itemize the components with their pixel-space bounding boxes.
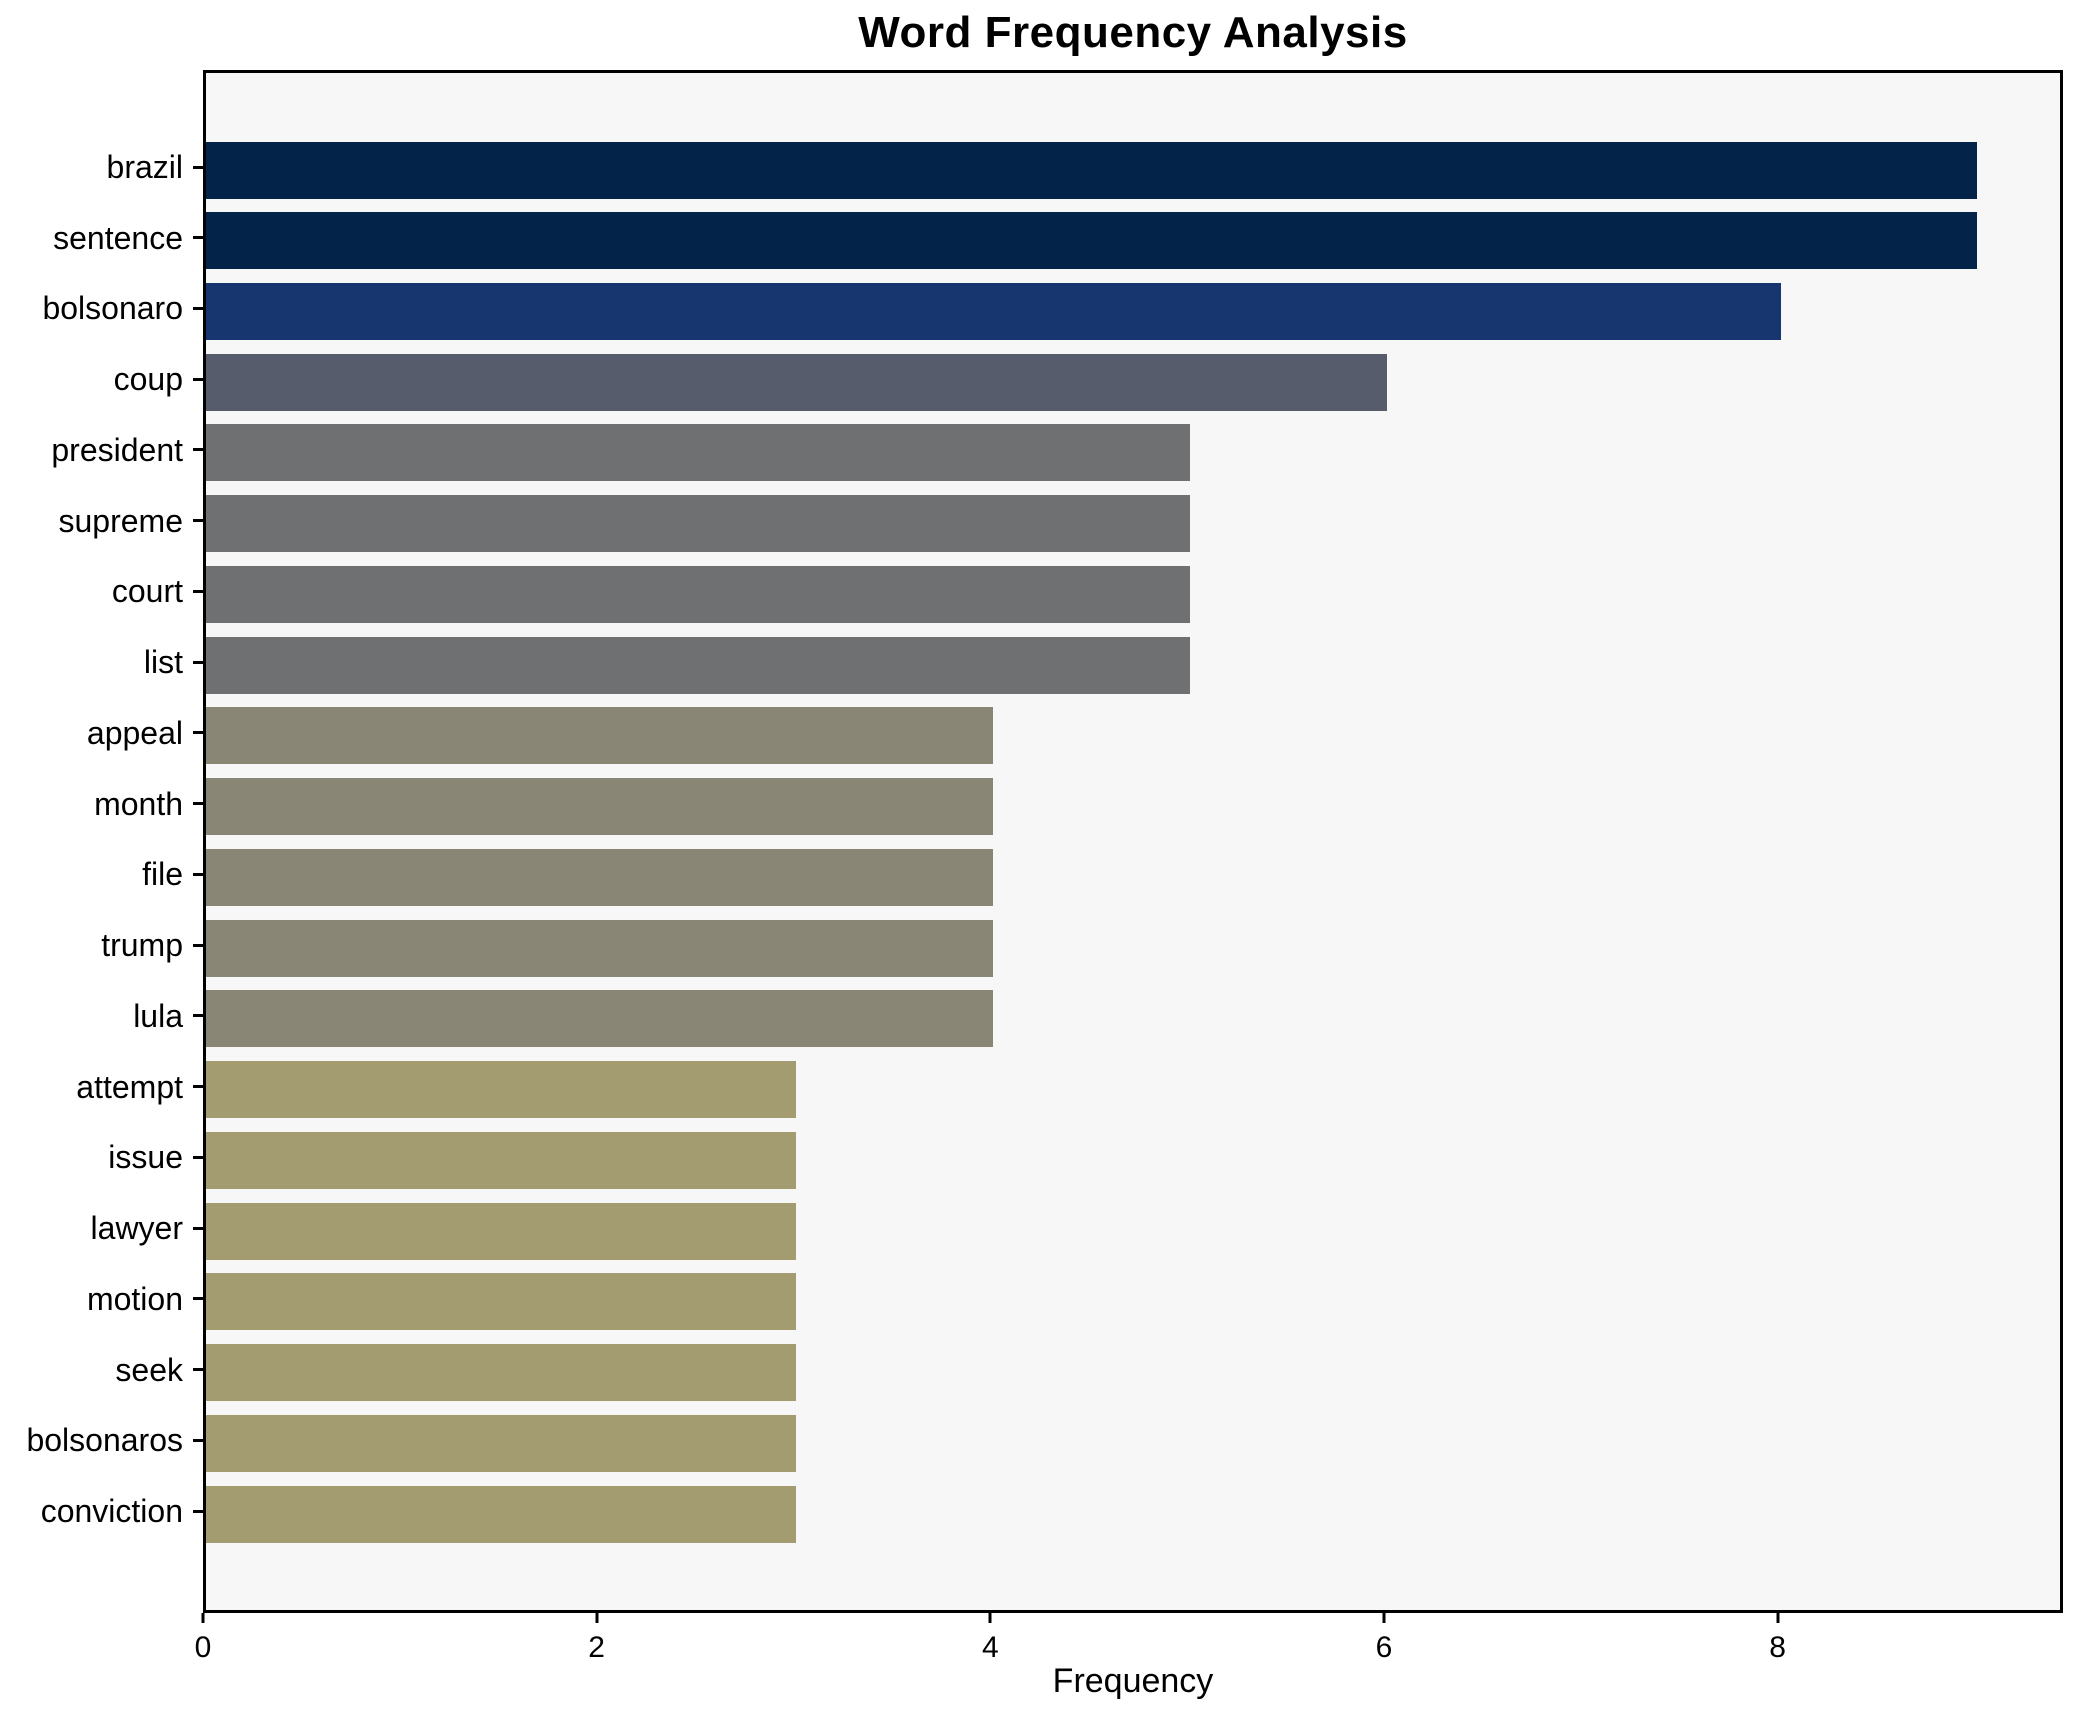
chart-title: Word Frequency Analysis xyxy=(858,8,1408,57)
x-tick-mark xyxy=(201,1613,205,1623)
y-tick-label-coup: coup xyxy=(113,361,183,398)
bar-appeal xyxy=(206,707,994,765)
bar-file xyxy=(206,848,994,906)
y-tick-label-list: list xyxy=(143,644,183,681)
y-tick-label-supreme: supreme xyxy=(58,502,184,539)
y-tick-mark xyxy=(193,1297,203,1301)
bar-month xyxy=(206,778,994,836)
y-tick-mark xyxy=(193,872,203,876)
bar-brazil xyxy=(206,141,1978,199)
bar-conviction xyxy=(206,1485,797,1543)
y-tick-label-attempt: attempt xyxy=(76,1068,183,1105)
y-tick-mark xyxy=(193,589,203,593)
x-tick-label-8: 8 xyxy=(1769,1631,1786,1664)
bar-court xyxy=(206,565,1191,623)
y-tick-label-motion: motion xyxy=(86,1280,183,1317)
bar-bolsonaros xyxy=(206,1414,797,1472)
bar-issue xyxy=(206,1131,797,1189)
bar-motion xyxy=(206,1273,797,1331)
x-tick-mark xyxy=(1776,1613,1780,1623)
bar-supreme xyxy=(206,495,1191,553)
y-tick-label-seek: seek xyxy=(115,1351,183,1388)
bar-sentence xyxy=(206,212,1978,270)
y-tick-label-brazil: brazil xyxy=(106,149,183,185)
y-tick-mark xyxy=(193,1155,203,1159)
x-tick-mark xyxy=(595,1613,599,1623)
y-tick-mark xyxy=(193,660,203,664)
y-tick-label-appeal: appeal xyxy=(86,714,183,751)
y-tick-label-court: court xyxy=(111,573,183,610)
y-tick-mark xyxy=(193,943,203,947)
y-tick-mark xyxy=(193,1368,203,1372)
y-tick-label-month: month xyxy=(94,785,183,822)
y-tick-mark xyxy=(193,236,203,240)
y-tick-label-bolsonaro: bolsonaro xyxy=(42,290,183,327)
bar-seek xyxy=(206,1344,797,1402)
y-tick-mark xyxy=(193,802,203,806)
y-tick-mark xyxy=(193,731,203,735)
bar-bolsonaro xyxy=(206,282,1781,340)
bar-trump xyxy=(206,919,994,977)
bar-president xyxy=(206,424,1191,482)
y-tick-mark xyxy=(193,1085,203,1089)
x-tick-label-0: 0 xyxy=(194,1631,212,1664)
y-tick-label-issue: issue xyxy=(108,1139,183,1176)
x-tick-label-4: 4 xyxy=(981,1631,999,1664)
x-tick-mark xyxy=(988,1613,992,1623)
y-tick-mark xyxy=(193,1438,203,1442)
bar-lawyer xyxy=(206,1202,797,1260)
y-tick-label-bolsonaros: bolsonaros xyxy=(26,1422,183,1459)
plot-area xyxy=(203,70,2063,1613)
y-tick-mark xyxy=(193,1014,203,1018)
y-tick-label-president: president xyxy=(51,431,183,468)
y-tick-mark xyxy=(193,165,203,169)
y-tick-label-lula: lula xyxy=(133,997,183,1034)
y-tick-label-lawyer: lawyer xyxy=(90,1210,183,1247)
y-tick-mark xyxy=(193,377,203,381)
x-tick-label-2: 2 xyxy=(588,1631,605,1664)
x-axis-title: Frequency xyxy=(1052,1662,1214,1700)
y-tick-mark xyxy=(193,1509,203,1513)
bar-attempt xyxy=(206,1061,797,1119)
bar-list xyxy=(206,636,1191,694)
y-tick-mark xyxy=(193,306,203,310)
y-tick-mark xyxy=(193,519,203,523)
y-tick-label-trump: trump xyxy=(101,927,183,964)
bar-lula xyxy=(206,990,994,1048)
y-tick-label-conviction: conviction xyxy=(40,1493,183,1530)
y-tick-label-file: file xyxy=(142,856,183,893)
x-tick-mark xyxy=(1382,1613,1386,1623)
y-tick-label-sentence: sentence xyxy=(53,219,183,256)
x-tick-label-6: 6 xyxy=(1375,1631,1393,1664)
bar-coup xyxy=(206,353,1387,411)
y-tick-mark xyxy=(193,1226,203,1230)
y-tick-mark xyxy=(193,448,203,452)
